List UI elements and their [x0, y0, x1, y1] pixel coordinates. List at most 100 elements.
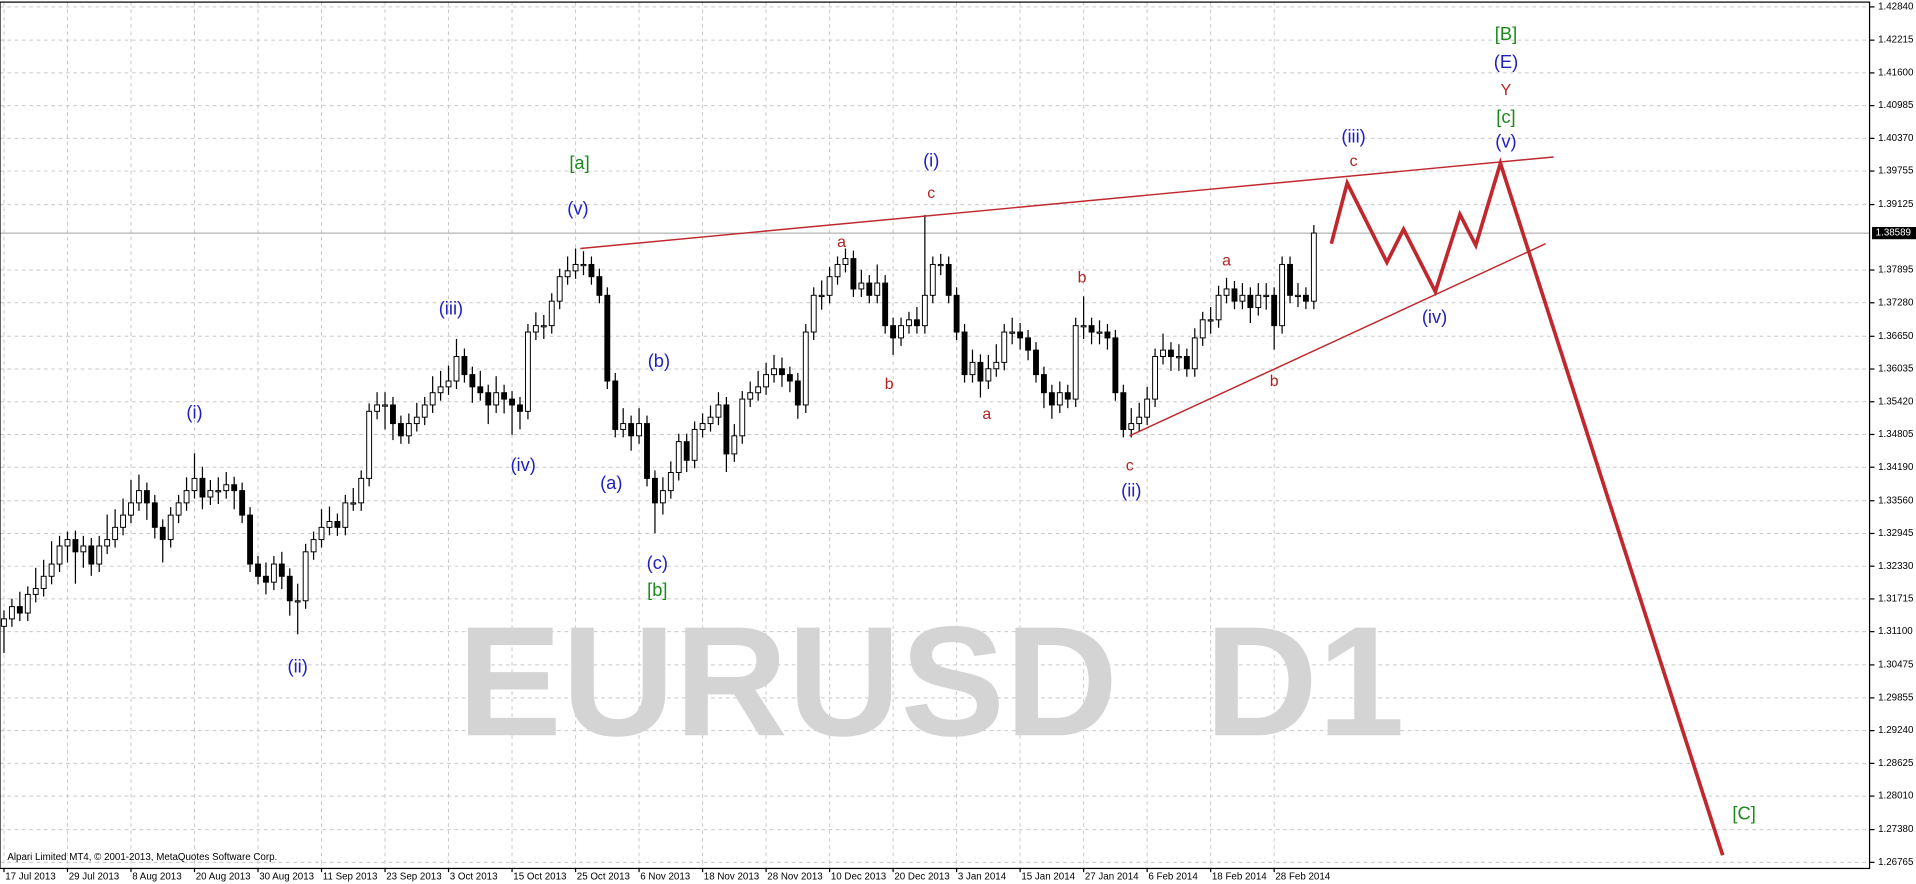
candle-body: [429, 392, 436, 406]
candle-body: [223, 484, 230, 492]
x-tick-label: 6 Nov 2013: [640, 872, 690, 883]
candle-body: [929, 263, 936, 296]
wave-label: a: [982, 406, 991, 423]
candle-body: [826, 276, 833, 296]
candle-body: [1310, 232, 1317, 302]
wave-label: [B]: [1495, 23, 1517, 44]
candle-body: [437, 386, 444, 394]
candle-body: [8, 606, 15, 620]
candle-body: [1191, 337, 1198, 370]
candle-body: [175, 502, 182, 516]
candle-body: [397, 423, 404, 437]
candle-body: [1048, 392, 1055, 406]
candle-body: [207, 490, 214, 498]
wave-label: (v): [567, 197, 588, 218]
candle-body: [1239, 294, 1246, 302]
x-tick-label: 28 Feb 2014: [1275, 872, 1330, 883]
candle-body: [818, 294, 825, 298]
candle-body: [366, 410, 373, 479]
candle-body: [24, 593, 31, 614]
candle-body: [1009, 331, 1016, 334]
candle-body: [747, 392, 754, 400]
candle-body: [763, 374, 770, 388]
candle-body: [358, 477, 365, 504]
candle-body: [779, 368, 785, 376]
y-tick-label: 1.36035: [1878, 364, 1914, 375]
candle-body: [1199, 319, 1206, 339]
candle-body: [1025, 337, 1031, 351]
candle-body: [890, 325, 897, 339]
candle-body: [683, 441, 690, 461]
candle-body: [913, 319, 920, 327]
current-price-box: [1872, 227, 1916, 240]
candle-body: [874, 282, 881, 296]
candle-body: [453, 356, 460, 382]
axes: 1.42840 1.42215 1.41600 1.40985 1.40370 1.397…: [3, 1, 1916, 883]
candle-body: [1144, 398, 1151, 418]
y-tick-label: 1.26765: [1878, 857, 1914, 868]
x-tick-label: 10 Dec 2013: [831, 872, 886, 883]
x-tick-label: 15 Oct 2013: [513, 872, 566, 883]
candle-body: [239, 490, 246, 516]
candle-body: [310, 539, 317, 553]
candle-body: [215, 490, 222, 493]
candle-body: [723, 404, 730, 455]
trendline: [1129, 243, 1546, 437]
y-tick-label: 1.31715: [1878, 593, 1914, 604]
candle-body: [1041, 374, 1047, 394]
candle-body: [937, 263, 944, 267]
candle-body: [326, 521, 333, 528]
candle-body: [850, 258, 857, 290]
candle-body: [390, 404, 396, 425]
candle-body: [961, 331, 968, 376]
y-tick-label: 1.35420: [1878, 396, 1914, 407]
wave-label: c: [1350, 153, 1358, 170]
candle-body: [255, 563, 261, 577]
candle-body: [270, 563, 277, 583]
candle-body: [509, 398, 515, 406]
candle-body: [1120, 392, 1127, 430]
wave-label: (i): [186, 401, 202, 422]
candle-body: [1279, 263, 1286, 327]
candle-body: [485, 392, 492, 406]
candle-body: [675, 441, 682, 474]
y-tick-label: 1.34805: [1878, 429, 1914, 440]
candle-body: [1096, 331, 1103, 334]
x-tick-label: 18 Nov 2013: [704, 872, 759, 883]
y-tick-label: 1.29240: [1878, 725, 1914, 736]
wave-label: [c]: [1496, 106, 1515, 127]
candle-body: [540, 325, 547, 328]
x-tick-label: 3 Jan 2014: [958, 872, 1007, 883]
candle-body: [699, 423, 706, 430]
candle-body: [1255, 294, 1262, 309]
candle-body: [342, 502, 349, 528]
candle-body: [247, 514, 254, 565]
candle-body: [1160, 349, 1166, 358]
candle-body: [993, 361, 1000, 370]
candle-body: [128, 502, 134, 516]
x-tick-label: 23 Sep 2013: [386, 872, 441, 883]
x-tick-label: 11 Sep 2013: [323, 872, 378, 883]
wave-label: (iii): [1341, 126, 1365, 147]
wave-label: (ii): [288, 656, 308, 677]
y-tick-label: 1.34190: [1878, 462, 1914, 473]
candle-body: [707, 416, 714, 425]
candle-body: [151, 502, 158, 528]
candle-body: [382, 404, 388, 407]
candle-body: [517, 404, 523, 412]
candle-body: [906, 319, 912, 327]
candle-body: [715, 404, 722, 418]
candle-body: [1168, 349, 1174, 358]
wave-label: c: [927, 185, 935, 202]
candle-body: [524, 331, 531, 412]
wave-label: (iv): [510, 454, 535, 475]
candle-body: [469, 374, 476, 388]
wave-label: (ii): [1121, 480, 1141, 501]
x-tick-label: 30 Aug 2013: [259, 872, 314, 883]
candle-body: [374, 404, 381, 412]
candle-body: [493, 392, 500, 406]
x-tick-label: 15 Jan 2014: [1021, 872, 1075, 883]
candle-body: [921, 294, 928, 327]
candle-body: [1247, 294, 1254, 309]
